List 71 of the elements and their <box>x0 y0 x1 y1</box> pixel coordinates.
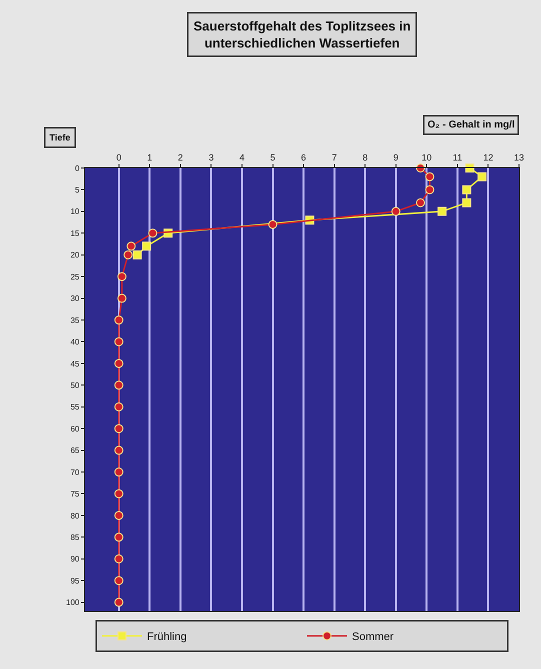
y-tick-label: 50 <box>70 380 80 390</box>
y-tick-label: 60 <box>70 424 80 434</box>
point <box>438 206 447 216</box>
point <box>425 172 434 182</box>
legend-label: Frühling <box>147 631 187 644</box>
x-tick-label: 13 <box>514 152 524 162</box>
y-axis-title: Tiefe <box>50 132 70 142</box>
x-tick-label: 4 <box>239 152 244 162</box>
point <box>114 489 124 498</box>
y-tick-label: 85 <box>70 532 80 542</box>
point <box>124 250 133 260</box>
y-tick-label: 40 <box>70 338 80 347</box>
point <box>462 185 472 194</box>
y-tick-label: 35 <box>70 316 80 325</box>
point <box>114 576 124 586</box>
point <box>462 198 472 208</box>
y-tick-label: 15 <box>70 228 80 238</box>
point <box>126 242 136 251</box>
x-tick-label: 7 <box>332 152 337 162</box>
y-tick-label: 75 <box>70 490 80 499</box>
point <box>114 468 124 477</box>
point <box>114 358 124 368</box>
y-tick-label: 0 <box>74 164 80 173</box>
point <box>465 164 474 172</box>
point <box>114 554 124 564</box>
x-tick-label: 6 <box>301 152 306 162</box>
y-tick-label: 10 <box>70 207 80 216</box>
y-tick-label: 80 <box>70 511 80 520</box>
point <box>478 172 487 182</box>
x-tick-label: 10 <box>422 152 432 162</box>
point <box>114 424 124 434</box>
point <box>114 532 124 542</box>
point <box>114 510 124 520</box>
point <box>114 402 124 412</box>
x-tick-label: 0 <box>116 152 122 162</box>
y-tick-label: 20 <box>70 250 80 260</box>
point <box>117 294 126 303</box>
x-tick-label: 8 <box>362 152 368 162</box>
point <box>416 198 425 208</box>
x-tick-label: 12 <box>483 152 494 162</box>
y-tick-label: 45 <box>70 359 80 368</box>
y-tick-label: 25 <box>70 272 80 282</box>
chart-title: Sauerstoffgehalt des Toplitzsees in unterschiedlichen Wassertiefen <box>194 18 411 50</box>
point <box>425 185 434 194</box>
x-tick-label: 5 <box>270 152 276 162</box>
point <box>114 316 124 325</box>
point <box>391 206 400 216</box>
point <box>142 242 152 251</box>
y-tick-label: 30 <box>70 294 80 304</box>
x-tick-label: 9 <box>393 152 398 162</box>
point <box>114 598 124 607</box>
y-tick-label: 65 <box>70 446 80 456</box>
legend-label: Sommer <box>352 631 394 644</box>
point <box>148 228 158 238</box>
point <box>117 272 126 282</box>
point <box>114 446 124 455</box>
y-tick-label: 70 <box>70 468 80 477</box>
point <box>268 220 278 229</box>
x-tick-label: 11 <box>452 152 462 162</box>
y-tick-label: 5 <box>74 186 80 195</box>
y-tick-label: 100 <box>66 598 80 608</box>
point <box>132 250 142 260</box>
y-tick-label: 95 <box>70 576 80 586</box>
x-tick-label: 2 <box>178 152 183 162</box>
y-tick-label: 90 <box>70 554 80 564</box>
x-tick-label: 3 <box>208 152 214 162</box>
x-axis-title: O₂ - Gehalt in mg/l <box>428 120 515 130</box>
x-tick-label: 1 <box>147 152 152 162</box>
y-tick-label: 55 <box>70 402 80 412</box>
point <box>114 337 124 346</box>
point <box>114 380 124 390</box>
